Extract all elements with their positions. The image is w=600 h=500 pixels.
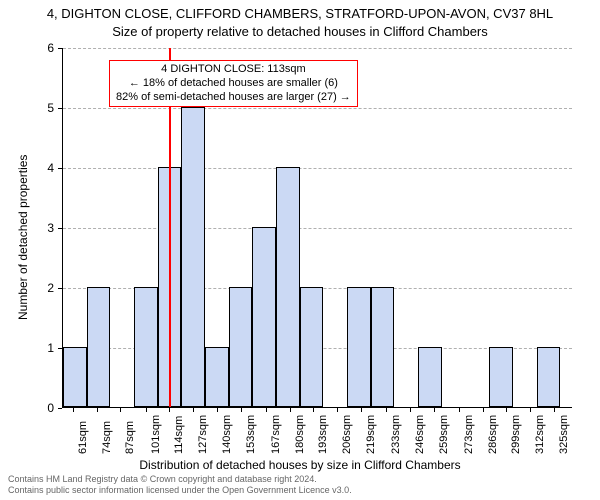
annotation-box: 4 DIGHTON CLOSE: 113sqm← 18% of detached… [109,60,358,107]
x-tick-label: 127sqm [197,415,209,454]
gridline [63,48,572,49]
x-tick-mark [290,408,291,412]
histogram-bar [276,167,300,407]
y-tick-mark [58,408,62,409]
x-tick-mark [361,408,362,412]
x-axis-label: Distribution of detached houses by size … [0,458,600,472]
x-tick-mark [386,408,387,412]
x-tick-label: 206sqm [341,415,353,454]
histogram-bar [347,287,371,407]
gridline [63,108,572,109]
chart-subtitle: Size of property relative to detached ho… [0,24,600,39]
x-tick-mark [193,408,194,412]
histogram-bar [252,227,276,407]
x-tick-label: 61sqm [77,421,89,454]
x-tick-mark [554,408,555,412]
x-tick-label: 153sqm [245,415,257,454]
histogram-bar [87,287,111,407]
x-tick-mark [530,408,531,412]
y-tick-label: 5 [0,101,54,115]
x-tick-label: 180sqm [294,415,306,454]
x-tick-mark [483,408,484,412]
x-tick-mark [266,408,267,412]
x-tick-mark [434,408,435,412]
x-tick-mark [120,408,121,412]
x-tick-label: 325sqm [558,415,570,454]
x-tick-mark [217,408,218,412]
annotation-line: 82% of semi-detached houses are larger (… [116,91,351,105]
x-tick-label: 259sqm [438,415,450,454]
histogram-bar [205,347,229,407]
x-tick-label: 87sqm [124,421,136,454]
x-tick-label: 193sqm [317,415,329,454]
y-tick-label: 0 [0,401,54,415]
histogram-bar [134,287,158,407]
x-tick-label: 219sqm [365,415,377,454]
x-tick-label: 167sqm [270,415,282,454]
histogram-bar [537,347,561,407]
x-tick-mark [169,408,170,412]
x-tick-label: 246sqm [414,415,426,454]
x-tick-label: 233sqm [390,415,402,454]
x-tick-label: 286sqm [487,415,499,454]
x-tick-label: 140sqm [221,415,233,454]
x-tick-label: 74sqm [101,421,113,454]
y-tick-label: 6 [0,41,54,55]
x-tick-label: 299sqm [510,415,522,454]
annotation-line: 4 DIGHTON CLOSE: 113sqm [116,63,351,77]
histogram-bar [371,287,395,407]
annotation-line: ← 18% of detached houses are smaller (6) [116,77,351,91]
x-tick-mark [97,408,98,412]
x-tick-label: 101sqm [150,415,162,454]
histogram-bar [489,347,513,407]
histogram-bar [300,287,324,407]
x-tick-label: 114sqm [173,416,185,454]
histogram-bar [229,287,253,407]
y-tick-label: 2 [0,281,54,295]
x-tick-mark [241,408,242,412]
x-tick-mark [410,408,411,412]
chart-container: 4, DIGHTON CLOSE, CLIFFORD CHAMBERS, STR… [0,0,600,500]
x-tick-mark [506,408,507,412]
x-tick-mark [146,408,147,412]
y-tick-label: 1 [0,341,54,355]
x-tick-mark [73,408,74,412]
x-tick-mark [313,408,314,412]
histogram-bar [418,347,442,407]
x-tick-label: 273sqm [463,415,475,454]
y-tick-label: 4 [0,161,54,175]
gridline [63,228,572,229]
footer-line-1: Contains HM Land Registry data © Crown c… [8,474,352,485]
histogram-bar [63,347,87,407]
y-axis-label: Number of detached properties [16,155,30,320]
footer-line-2: Contains public sector information licen… [8,485,352,496]
chart-title-address: 4, DIGHTON CLOSE, CLIFFORD CHAMBERS, STR… [0,6,600,21]
histogram-bar [181,107,205,407]
gridline [63,168,572,169]
plot-area: 4 DIGHTON CLOSE: 113sqm← 18% of detached… [62,48,572,408]
x-tick-mark [459,408,460,412]
attribution-footer: Contains HM Land Registry data © Crown c… [8,474,352,496]
x-tick-mark [337,408,338,412]
x-tick-label: 312sqm [534,415,546,454]
y-tick-label: 3 [0,221,54,235]
